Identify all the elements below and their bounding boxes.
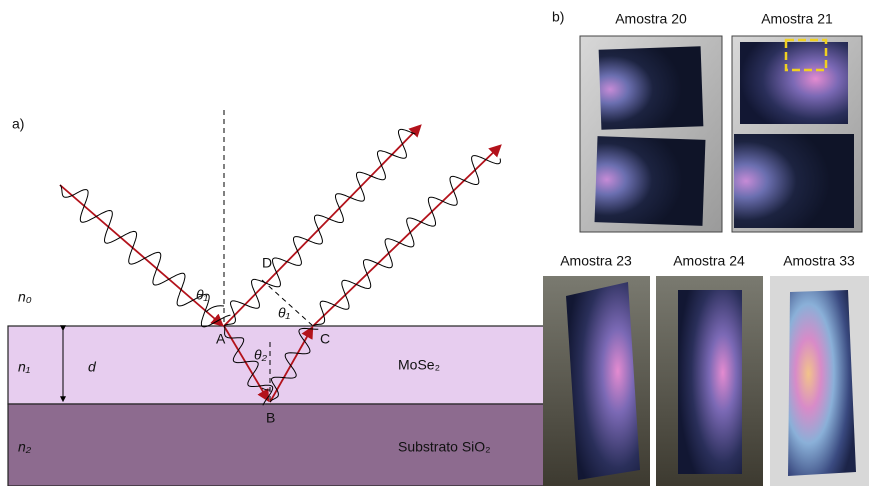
angle-arc xyxy=(206,306,224,312)
sample-photo xyxy=(656,276,763,486)
panel-label: a) xyxy=(12,116,24,132)
medium-label: n₂ xyxy=(18,439,32,455)
point-label: D xyxy=(262,255,272,271)
sample-photo xyxy=(543,276,650,486)
reflected-ray xyxy=(313,146,500,326)
thickness-label: d xyxy=(88,359,97,375)
point-label: C xyxy=(320,331,330,347)
medium-label: n₀ xyxy=(18,289,32,305)
angle-label: θ₂ xyxy=(254,347,268,363)
layer-label: Substrato SiO₂ xyxy=(398,439,491,455)
panel-label: b) xyxy=(552,9,564,25)
reflected-ray xyxy=(224,126,420,326)
sample-photo xyxy=(770,276,869,486)
medium-label: n₁ xyxy=(18,359,31,375)
sample-title: Amostra 24 xyxy=(673,253,745,269)
wave xyxy=(313,156,500,326)
angle-label: θ₁ xyxy=(278,305,291,321)
angle-label: θ₁ xyxy=(196,287,209,303)
sample-title: Amostra 23 xyxy=(560,253,632,269)
sample-title: Amostra 33 xyxy=(783,253,855,269)
sample-title: Amostra 20 xyxy=(615,11,687,27)
sample-photo xyxy=(732,36,862,232)
layer-label: MoSe₂ xyxy=(398,357,440,373)
point-label: B xyxy=(266,410,275,426)
sample-photo xyxy=(580,36,722,232)
figure: a) n₀ n₁ n₂ d A B C D θ₁ θ₂ θ₁ MoSe₂ Sub… xyxy=(0,0,869,486)
sample-title: Amostra 21 xyxy=(761,11,833,27)
point-label: A xyxy=(216,331,226,347)
